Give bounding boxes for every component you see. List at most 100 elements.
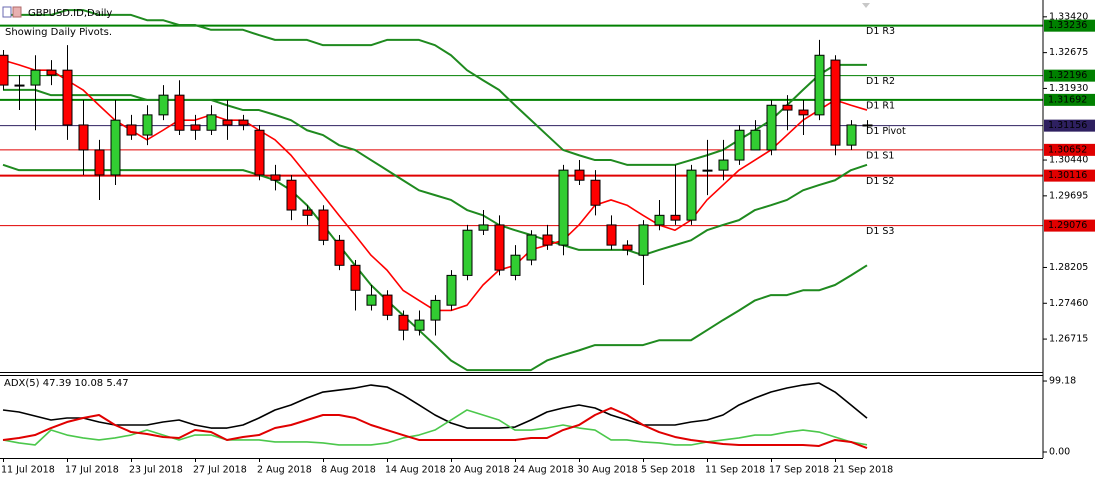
pivot-price-box xyxy=(1044,19,1095,32)
candle-body xyxy=(526,234,537,261)
candle-layer xyxy=(0,39,873,341)
candle-body xyxy=(94,149,105,176)
candle-body xyxy=(686,169,697,221)
x-tick-label: 17 Sep 2018 xyxy=(769,465,829,476)
candle-body xyxy=(430,299,441,321)
x-tick-label: 24 Aug 2018 xyxy=(513,465,574,476)
candle-body xyxy=(414,319,425,331)
header-icon xyxy=(2,6,12,18)
pivot-price-box xyxy=(1044,143,1095,156)
indicator-line xyxy=(2,406,868,450)
indicator-line xyxy=(3,88,868,257)
indicator-line xyxy=(2,382,868,429)
y-tick-label: 1.31930 xyxy=(1049,83,1088,94)
candle-body xyxy=(174,94,185,131)
indicator-line xyxy=(2,163,868,372)
candle-body xyxy=(350,264,361,291)
candle-body xyxy=(478,224,489,231)
pivot-label: D1 Pivot xyxy=(866,126,906,137)
x-tick-label: 30 Aug 2018 xyxy=(577,465,638,476)
candle-body xyxy=(574,169,585,181)
candle-body xyxy=(734,129,745,161)
y-tick-label: 1.27460 xyxy=(1049,298,1088,309)
pivot-price-box xyxy=(1044,219,1095,232)
candle-body xyxy=(830,59,841,146)
candle-body xyxy=(78,124,89,151)
candle-body xyxy=(638,224,649,256)
candle-body xyxy=(126,124,137,136)
candle-body xyxy=(590,179,601,206)
candle-body xyxy=(142,114,153,136)
y-tick-label: 1.28205 xyxy=(1049,262,1088,273)
y-tick-label: 1.32675 xyxy=(1049,47,1088,58)
pivot-price-label: 1.30116 xyxy=(1048,170,1087,181)
x-tick-label: 27 Jul 2018 xyxy=(193,465,247,476)
x-tick-label: 21 Sep 2018 xyxy=(833,465,893,476)
x-tick-label: 11 Jul 2018 xyxy=(1,465,55,476)
candle-body xyxy=(814,54,825,116)
candle-body xyxy=(30,69,41,86)
header-icon xyxy=(12,6,22,18)
candle-body xyxy=(606,224,617,246)
x-tick-label: 23 Jul 2018 xyxy=(129,465,183,476)
candle-body xyxy=(110,119,121,176)
y-tick-label: 0.00 xyxy=(1049,446,1070,457)
candle-body xyxy=(334,239,345,266)
pivot-price-label: 1.32196 xyxy=(1048,70,1087,81)
y-tick-label: 99.18 xyxy=(1049,376,1076,387)
chart-title: GBPUSD.ID,Daily xyxy=(28,8,112,19)
candle-body xyxy=(302,209,313,216)
candle-body xyxy=(254,129,265,176)
candle-body xyxy=(558,169,569,246)
candle-body xyxy=(398,314,409,331)
x-tick-label: 2 Aug 2018 xyxy=(257,465,312,476)
pivot-label: D1 S3 xyxy=(866,226,894,237)
pivot-price-label: 1.30652 xyxy=(1048,144,1087,155)
candle-body xyxy=(190,124,201,131)
pivot-price-box xyxy=(1044,169,1095,182)
pivot-label: D1 R3 xyxy=(866,26,895,37)
pivot-price-label: 1.33236 xyxy=(1048,20,1087,31)
candle-body xyxy=(158,94,169,116)
candle-body xyxy=(46,69,57,76)
candle-body xyxy=(494,224,505,271)
candle-body xyxy=(318,209,329,241)
pivot-label: D1 S1 xyxy=(866,150,894,161)
candle-body xyxy=(782,104,793,111)
x-tick-label: 20 Aug 2018 xyxy=(449,465,510,476)
candle-body xyxy=(14,84,25,87)
candle-body xyxy=(622,244,633,251)
candle-body xyxy=(238,119,249,126)
pivot-label: D1 R2 xyxy=(866,76,895,87)
candle-body xyxy=(510,254,521,276)
header: GBPUSD.ID,Daily Showing Daily Pivots. AD… xyxy=(2,6,129,389)
candle-body xyxy=(366,294,377,306)
candle-body xyxy=(670,214,681,221)
indicator-line xyxy=(2,409,868,446)
candle-body xyxy=(0,54,9,86)
x-tick-label: 17 Jul 2018 xyxy=(65,465,119,476)
candle-body xyxy=(382,294,393,316)
candle-body xyxy=(222,119,233,126)
y-tick-label: 1.26715 xyxy=(1049,334,1088,345)
pivot-price-label: 1.31692 xyxy=(1048,94,1087,105)
shift-marker xyxy=(862,3,870,8)
candle-body xyxy=(766,104,777,151)
candle-body xyxy=(750,129,761,151)
x-tick-label: 11 Sep 2018 xyxy=(705,465,765,476)
candle-body xyxy=(798,109,809,116)
candle-body xyxy=(846,124,857,146)
candle-body xyxy=(654,214,665,226)
candle-body xyxy=(206,114,217,131)
pivot-price-label: 1.31156 xyxy=(1048,120,1087,131)
x-tick-label: 5 Sep 2018 xyxy=(641,465,695,476)
y-tick-label: 1.29695 xyxy=(1049,190,1088,201)
candle-body xyxy=(270,174,281,181)
pivot-price-label: 1.29076 xyxy=(1048,220,1087,231)
candle-body xyxy=(702,169,713,172)
chart-subtitle: Showing Daily Pivots. xyxy=(5,27,112,38)
y-tick-label: 1.30440 xyxy=(1049,155,1088,166)
